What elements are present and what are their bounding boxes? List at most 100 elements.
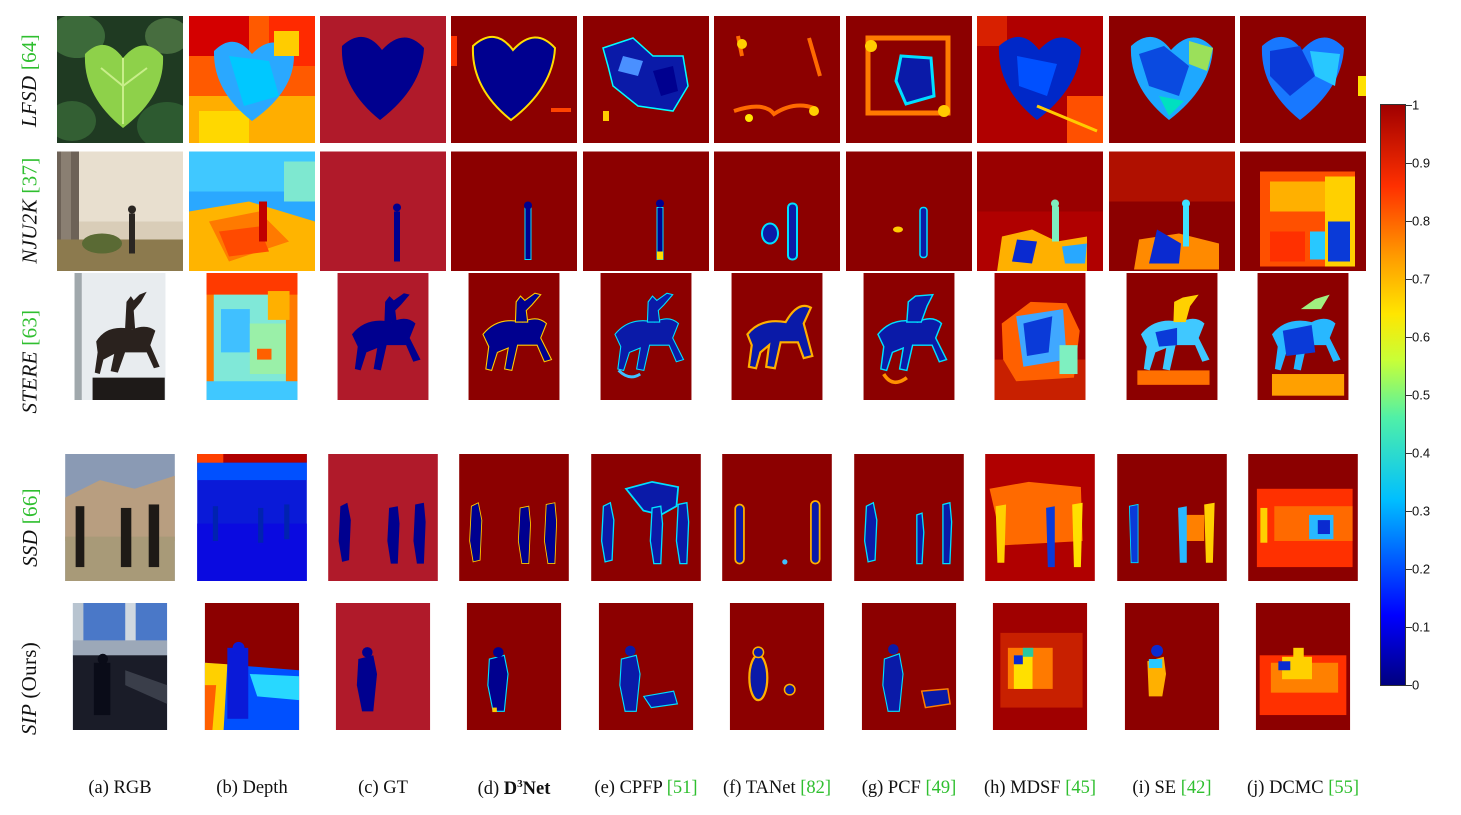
lfsd-rgb bbox=[57, 16, 183, 143]
sip-tanet bbox=[714, 603, 840, 773]
col-label-text: (g) PCF bbox=[861, 778, 926, 798]
ssd-cpfp bbox=[583, 454, 709, 600]
col-label-ref: [42] bbox=[1180, 778, 1212, 798]
ssd-mdsf bbox=[977, 454, 1103, 600]
colorbar-tick-mark bbox=[1406, 511, 1412, 512]
colorbar-tick-label: 0 bbox=[1412, 677, 1420, 693]
colorbar-tick-label: 0.1 bbox=[1412, 619, 1431, 635]
stere-rgb bbox=[57, 273, 183, 449]
col-label-ref: [45] bbox=[1065, 778, 1097, 798]
row-name: LFSD bbox=[17, 75, 42, 127]
lfsd-tanet bbox=[714, 16, 840, 143]
colorbar-tick-mark bbox=[1406, 105, 1412, 106]
sip-se bbox=[1109, 603, 1235, 773]
col-label-pcf: (g) PCF [49] bbox=[834, 778, 984, 806]
stere-d3net bbox=[451, 273, 577, 449]
colorbar-tick-mark bbox=[1406, 221, 1412, 222]
col-label-bold: D bbox=[503, 779, 518, 800]
col-label-sup: 3 bbox=[517, 778, 523, 790]
col-label-se: (i) SE [42] bbox=[1097, 778, 1247, 806]
row-ref: [66] bbox=[17, 487, 42, 524]
col-label-ref: [55] bbox=[1328, 778, 1360, 798]
lfsd-depth bbox=[189, 16, 315, 143]
row-name: SSD bbox=[17, 529, 42, 567]
col-label-text: (c) GT bbox=[358, 778, 408, 798]
lfsd-se bbox=[1109, 16, 1235, 143]
lfsd-pcf bbox=[846, 16, 972, 143]
row-label-nju2k: NJU2K [37] bbox=[0, 149, 60, 271]
lfsd-cpfp bbox=[583, 16, 709, 143]
ssd-gt bbox=[320, 454, 446, 600]
nju2k-rgb bbox=[57, 149, 183, 271]
col-label-depth: (b) Depth bbox=[189, 778, 315, 806]
stere-pcf bbox=[846, 273, 972, 449]
col-label-tanet: (f) TANet [82] bbox=[702, 778, 852, 806]
sip-depth bbox=[189, 603, 315, 773]
stere-tanet bbox=[714, 273, 840, 449]
ssd-dcmc bbox=[1240, 454, 1366, 600]
col-label-rgb: (a) RGB bbox=[57, 778, 183, 806]
col-label-d3net: (d) D3Net bbox=[451, 778, 577, 806]
col-label-cpfp: (e) CPFP [51] bbox=[571, 778, 721, 806]
stere-mdsf bbox=[977, 273, 1103, 449]
ssd-rgb bbox=[57, 454, 183, 600]
nju2k-gt bbox=[320, 149, 446, 271]
nju2k-pcf bbox=[846, 149, 972, 271]
sip-gt bbox=[320, 603, 446, 773]
row-name: NJU2K bbox=[17, 198, 42, 264]
col-label-text: (i) SE bbox=[1132, 778, 1181, 798]
colorbar-tick-label: 0.4 bbox=[1412, 445, 1431, 461]
colorbar-tick-mark bbox=[1406, 279, 1412, 280]
stere-se bbox=[1109, 273, 1235, 449]
stere-dcmc bbox=[1240, 273, 1366, 449]
row-ref: [63] bbox=[17, 309, 42, 346]
col-label-mdsf: (h) MDSF [45] bbox=[965, 778, 1115, 806]
row-ref: (Ours) bbox=[17, 641, 42, 699]
stere-cpfp bbox=[583, 273, 709, 449]
sip-d3net bbox=[451, 603, 577, 773]
col-label-text: (a) RGB bbox=[88, 778, 152, 798]
sip-cpfp bbox=[583, 603, 709, 773]
row-name: SIP bbox=[17, 703, 42, 735]
row-label-stere: STERE [63] bbox=[0, 273, 60, 449]
colorbar-tick-mark bbox=[1406, 685, 1412, 686]
nju2k-d3net bbox=[451, 149, 577, 271]
col-label-ref: [49] bbox=[925, 778, 957, 798]
col-label-gt: (c) GT bbox=[320, 778, 446, 806]
stere-depth bbox=[189, 273, 315, 449]
col-label-text: (j) DCMC bbox=[1246, 778, 1329, 798]
nju2k-mdsf bbox=[977, 149, 1103, 271]
nju2k-cpfp bbox=[583, 149, 709, 271]
sip-dcmc bbox=[1240, 603, 1366, 773]
lfsd-mdsf bbox=[977, 16, 1103, 143]
col-label-ref: [51] bbox=[666, 778, 698, 798]
colorbar-tick-label: 0.6 bbox=[1412, 329, 1431, 345]
colorbar-tick-label: 0.5 bbox=[1412, 387, 1431, 403]
col-label-text: (f) TANet bbox=[722, 778, 801, 798]
row-label-ssd: SSD [66] bbox=[0, 454, 60, 600]
nju2k-dcmc bbox=[1240, 149, 1366, 271]
colorbar-tick-label: 1 bbox=[1412, 97, 1420, 113]
colorbar-tick-label: 0.8 bbox=[1412, 213, 1431, 229]
col-label-bold: Net bbox=[522, 779, 551, 800]
sip-pcf bbox=[846, 603, 972, 773]
lfsd-dcmc bbox=[1240, 16, 1366, 143]
ssd-se bbox=[1109, 454, 1235, 600]
ssd-depth bbox=[189, 454, 315, 600]
sip-mdsf bbox=[977, 603, 1103, 773]
colorbar-tick-mark bbox=[1406, 569, 1412, 570]
sip-rgb bbox=[57, 603, 183, 773]
col-label-text: (e) CPFP bbox=[594, 778, 667, 798]
colorbar-tick-label: 0.3 bbox=[1412, 503, 1431, 519]
colorbar-tick-label: 0.9 bbox=[1412, 155, 1431, 171]
col-label-ref: [82] bbox=[800, 778, 832, 798]
row-label-sip: SIP (Ours) bbox=[0, 603, 60, 773]
colorbar bbox=[1380, 104, 1406, 686]
stere-gt bbox=[320, 273, 446, 449]
row-ref: [37] bbox=[17, 156, 42, 194]
ssd-pcf bbox=[846, 454, 972, 600]
nju2k-depth bbox=[189, 149, 315, 271]
ssd-tanet bbox=[714, 454, 840, 600]
colorbar-tick-mark bbox=[1406, 395, 1412, 396]
